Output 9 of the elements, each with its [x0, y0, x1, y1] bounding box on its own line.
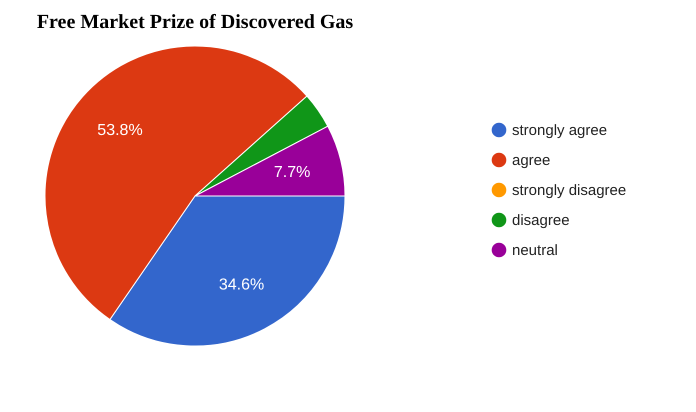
data-label: 34.6%	[218, 276, 264, 294]
data-label: 7.7%	[274, 164, 310, 182]
legend-label: strongly disagree	[512, 182, 626, 199]
legend-label: agree	[512, 152, 550, 169]
data-label: 53.8%	[97, 122, 143, 139]
legend-label: neutral	[512, 242, 558, 259]
legend-label: strongly agree	[512, 122, 608, 139]
chart-title: Free Market Prize of Discovered Gas	[36, 11, 354, 33]
legend-label: disagree	[512, 212, 570, 229]
